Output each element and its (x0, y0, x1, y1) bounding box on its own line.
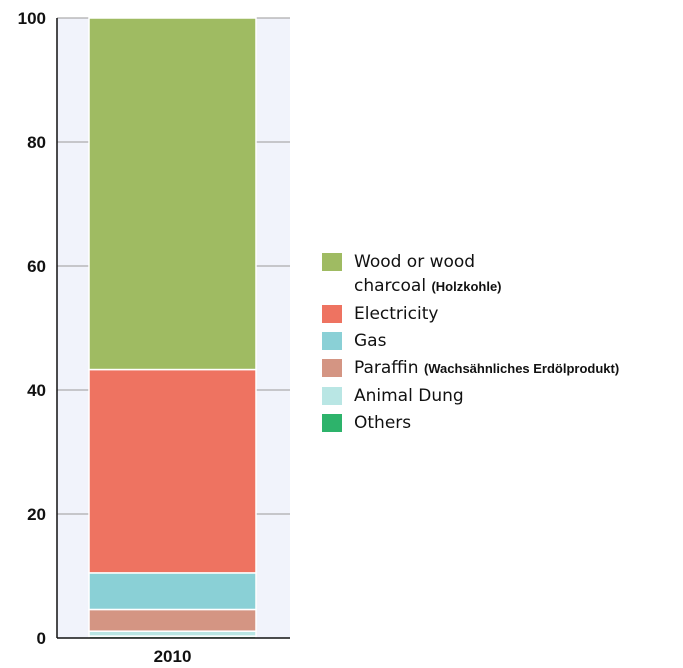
legend-item: Paraffin (Wachsähnliches Erdölprodukt) (322, 356, 682, 381)
y-tick-label-80: 80 (27, 133, 46, 152)
legend-label: Electricity (354, 304, 439, 324)
legend-label: Animal Dung (354, 386, 464, 406)
legend-label: Wood or wood charcoal (354, 252, 476, 296)
legend: Wood or wood charcoal (Holzkohle) Electri… (322, 250, 682, 438)
legend-item: Others (322, 411, 682, 435)
legend-note: (Holzkohle) (431, 279, 502, 294)
bar-segment-paraffin (88, 608, 257, 632)
x-category-label: 2010 (154, 647, 192, 666)
legend-swatch (322, 414, 342, 432)
legend-swatch (322, 253, 342, 271)
legend-label: Paraffin (354, 358, 419, 378)
legend-swatch (322, 305, 342, 323)
y-tick-label-0: 0 (37, 629, 46, 648)
y-tick-label-20: 20 (27, 505, 46, 524)
legend-swatch (322, 332, 342, 350)
legend-item: Animal Dung (322, 384, 682, 408)
legend-label: Gas (354, 331, 387, 351)
legend-item: Wood or wood charcoal (Holzkohle) (322, 250, 682, 299)
bar-segment-gas (88, 572, 257, 611)
legend-swatch (322, 359, 342, 377)
y-tick-labels: 0 20 40 60 80 100 (18, 9, 46, 648)
y-tick-label-40: 40 (27, 381, 46, 400)
bar-segment-electricity (88, 368, 257, 574)
y-tick-label-100: 100 (18, 9, 46, 28)
y-tick-label-60: 60 (27, 257, 46, 276)
bar-segment-wood-or-wood-charcoal (88, 17, 257, 371)
legend-swatch (322, 387, 342, 405)
bar-stack (88, 17, 257, 639)
legend-label: Others (354, 413, 412, 433)
legend-item: Gas (322, 329, 682, 353)
legend-note: (Wachsähnliches Erdölprodukt) (423, 361, 620, 376)
legend-item: Electricity (322, 302, 682, 326)
x-category-labels: 2010 (154, 647, 192, 666)
